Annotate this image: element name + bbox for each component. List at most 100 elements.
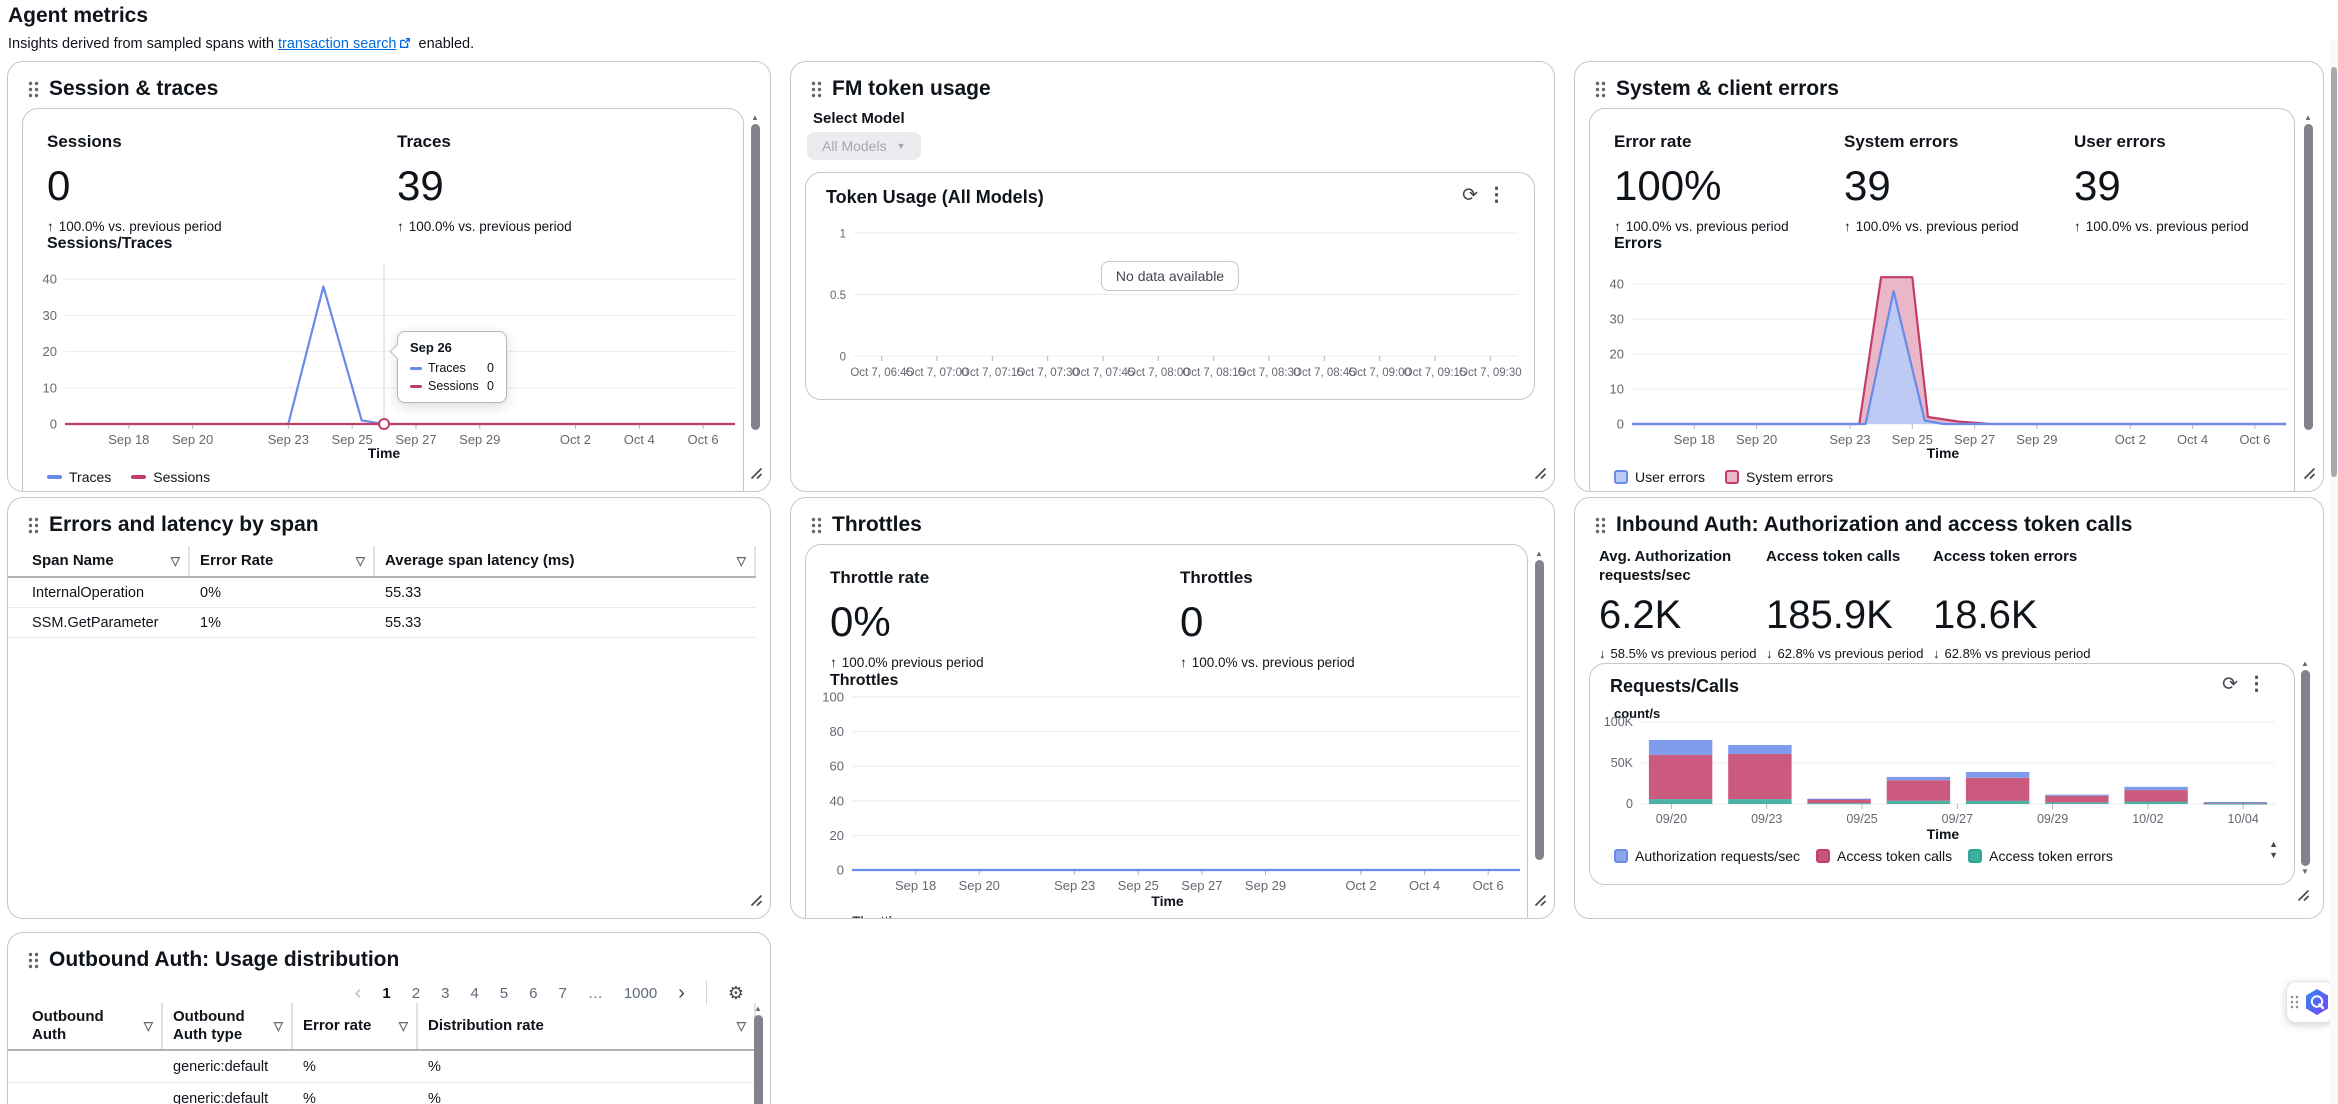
- assistant-widget-button[interactable]: [2286, 981, 2334, 1023]
- resize-handle-icon[interactable]: [748, 465, 762, 484]
- resize-handle-icon[interactable]: [748, 892, 762, 911]
- kebab-menu-icon[interactable]: ⋮: [1487, 185, 1506, 206]
- legend-item[interactable]: User errors: [1614, 469, 1705, 485]
- legend-item[interactable]: Sessions: [131, 469, 210, 485]
- refresh-icon[interactable]: ⟳: [2222, 674, 2238, 695]
- drag-handle-icon[interactable]: [28, 952, 39, 969]
- svg-text:Oct 7, 08:00: Oct 7, 08:00: [1127, 367, 1190, 379]
- resize-handle-icon[interactable]: [1532, 465, 1546, 484]
- drag-handle-icon[interactable]: [2290, 995, 2299, 1009]
- table-cell: %: [303, 1090, 316, 1104]
- trend-up-icon: ↑: [1180, 654, 1187, 670]
- svg-text:Oct 7, 08:30: Oct 7, 08:30: [1238, 367, 1301, 379]
- legend-item[interactable]: Access token calls: [1815, 848, 1952, 864]
- page-number[interactable]: 1000: [623, 984, 658, 1002]
- panel-title-outbound-auth: Outbound Auth: Usage distribution: [49, 948, 400, 971]
- drag-handle-icon[interactable]: [1595, 517, 1606, 534]
- next-page-icon[interactable]: ›: [678, 982, 685, 1004]
- table-row[interactable]: InternalOperation 0% 55.33: [8, 578, 756, 608]
- panel-scrollbar[interactable]: ▲ ▼: [2299, 658, 2311, 898]
- drag-handle-icon[interactable]: [811, 81, 822, 98]
- scrollbar-thumb[interactable]: [750, 124, 760, 430]
- resize-handle-icon[interactable]: [1532, 892, 1546, 911]
- legend-scroll-stepper[interactable]: ▲ ▼: [2269, 840, 2278, 860]
- svg-text:0: 0: [1617, 417, 1624, 432]
- table-row[interactable]: generic:default%%: [8, 1051, 756, 1083]
- filter-icon[interactable]: ▽: [736, 1019, 746, 1033]
- panel-scrollbar[interactable]: ▲: [749, 112, 761, 446]
- model-select-dropdown[interactable]: All Models ▼: [807, 132, 921, 160]
- drag-handle-icon[interactable]: [28, 517, 39, 534]
- requests-calls-chart[interactable]: 0 50K 100K 09/20 09/23 09/25 09/27 09/29 10/02 10…: [1593, 715, 2293, 831]
- scroll-up-icon[interactable]: ▲: [754, 1004, 762, 1013]
- panel-scrollbar[interactable]: ▲: [1533, 548, 1545, 878]
- page-number[interactable]: 6: [529, 984, 538, 1002]
- trend-up-icon: ↑: [47, 218, 54, 234]
- page-number[interactable]: 3: [441, 984, 450, 1002]
- scroll-up-icon[interactable]: ▲: [2304, 113, 2312, 122]
- panel-scrollbar[interactable]: ▲: [752, 1003, 764, 1104]
- scroll-down-icon[interactable]: ▼: [2301, 867, 2309, 876]
- filter-icon[interactable]: ▽: [736, 554, 746, 568]
- page-number[interactable]: 1: [382, 984, 391, 1002]
- filter-icon[interactable]: ▽: [170, 554, 180, 568]
- filter-icon[interactable]: ▽: [273, 1019, 283, 1033]
- step-up-icon[interactable]: ▲: [2269, 839, 2278, 849]
- scrollbar-thumb[interactable]: [1534, 560, 1544, 860]
- column-header-label: Average span latency (ms): [385, 552, 575, 569]
- page-number[interactable]: …: [587, 984, 603, 1002]
- svg-text:30: 30: [43, 308, 57, 323]
- column-header-label: Span Name: [32, 552, 114, 569]
- scrollbar-thumb[interactable]: [753, 1015, 763, 1104]
- kpi-label: Traces: [397, 132, 451, 151]
- tooltip-series-value: 0: [487, 361, 494, 375]
- scroll-up-icon[interactable]: ▲: [2301, 659, 2309, 668]
- legend-item[interactable]: Access token errors: [1968, 848, 2113, 864]
- svg-text:09/23: 09/23: [1751, 812, 1782, 826]
- svg-text:Sep 29: Sep 29: [1245, 878, 1286, 893]
- throttles-chart[interactable]: 0 20 40 60 80 100 Sep 18 Sep 20 Sep 23 Sep 25 Sep …: [806, 685, 1529, 900]
- refresh-icon[interactable]: ⟳: [1462, 185, 1478, 206]
- previous-page-icon[interactable]: ‹: [354, 982, 362, 1004]
- drag-handle-icon[interactable]: [28, 81, 39, 98]
- scroll-up-icon[interactable]: ▲: [751, 113, 759, 122]
- page-number[interactable]: 7: [558, 984, 567, 1002]
- page-number[interactable]: 5: [499, 984, 509, 1002]
- legend-label: Sessions: [153, 469, 211, 485]
- transaction-search-link[interactable]: transaction search: [278, 36, 397, 52]
- scrollbar-thumb[interactable]: [2331, 67, 2337, 477]
- page-number[interactable]: 4: [470, 984, 479, 1002]
- scrollbar-thumb[interactable]: [2303, 124, 2313, 430]
- legend-item[interactable]: Authorization requests/sec: [1614, 848, 1800, 864]
- filter-icon[interactable]: ▽: [398, 1019, 408, 1033]
- drag-handle-icon[interactable]: [1595, 81, 1606, 98]
- outbound-table: Outbound Auth ▽ Outbound Auth type ▽ Error r…: [8, 1003, 756, 1104]
- column-header-label: Error Rate: [200, 552, 274, 569]
- page-scrollbar[interactable]: [2330, 40, 2338, 1104]
- filter-icon[interactable]: ▽: [143, 1019, 153, 1033]
- step-down-icon[interactable]: ▼: [2269, 850, 2278, 860]
- kpi-access-token-calls: Access token calls 185.9K ↓ 62.8% vs prev…: [1766, 548, 1933, 661]
- legend-item[interactable]: Traces: [47, 469, 111, 485]
- legend-item[interactable]: System errors: [1725, 469, 1833, 485]
- filter-icon[interactable]: ▽: [355, 554, 365, 568]
- svg-text:Oct 2: Oct 2: [1345, 878, 1376, 893]
- table-row[interactable]: SSM.GetParameter 1% 55.33: [8, 608, 756, 638]
- resize-handle-icon[interactable]: [2295, 887, 2309, 906]
- table-row[interactable]: generic:default%%: [8, 1083, 756, 1104]
- drag-handle-icon[interactable]: [811, 517, 822, 534]
- errors-chart[interactable]: 0 10 20 30 40 Sep 18 Sep 20 Sep 23 Sep 25 Sep 27 S…: [1590, 259, 2296, 459]
- gear-icon[interactable]: ⚙: [727, 982, 744, 1003]
- kebab-menu-icon[interactable]: ⋮: [2247, 674, 2266, 695]
- svg-text:Oct 7, 07:15: Oct 7, 07:15: [961, 367, 1024, 379]
- scroll-up-icon[interactable]: ▲: [1535, 549, 1543, 558]
- sessions-traces-chart[interactable]: 0 10 20 30 40 Sep 18 Sep 20 Sep 23 Sep 25 Sep 27 S…: [23, 259, 745, 459]
- legend-item[interactable]: Throttles: [830, 913, 906, 918]
- legend-swatch-icon: [1968, 849, 1983, 863]
- panel-scrollbar[interactable]: ▲: [2302, 112, 2314, 446]
- svg-text:09/20: 09/20: [1656, 812, 1687, 826]
- page-number[interactable]: 2: [411, 984, 421, 1002]
- scrollbar-thumb[interactable]: [2300, 670, 2310, 866]
- resize-handle-icon[interactable]: [2301, 465, 2315, 484]
